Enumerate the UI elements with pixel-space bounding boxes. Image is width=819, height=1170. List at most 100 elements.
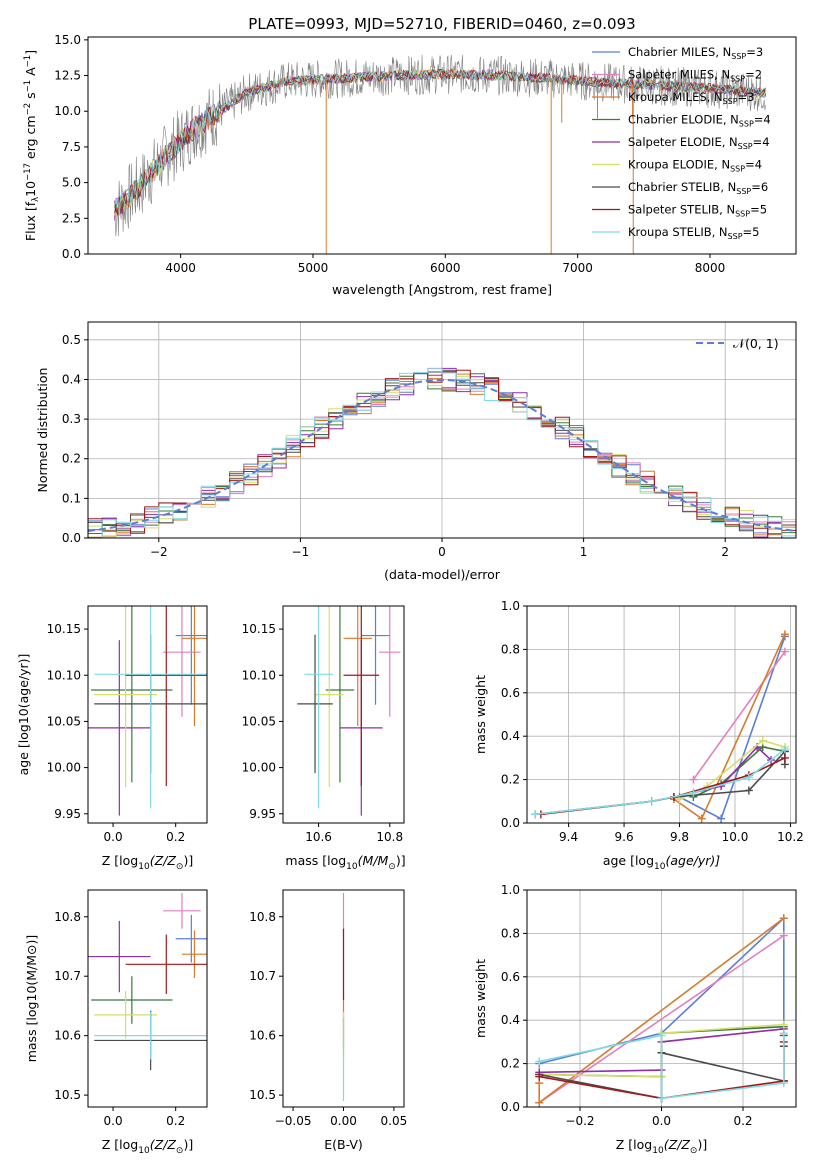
- x-axis-label: E(B-V): [324, 1137, 363, 1152]
- y-tick-label: 10.7: [249, 969, 276, 983]
- weight-marker: [657, 1031, 666, 1040]
- x-tick-label: 0.2: [166, 830, 185, 844]
- x-tick-label: 10.6: [305, 830, 332, 844]
- y-tick-label: 5.0: [62, 176, 81, 190]
- y-tick-label: 9.95: [54, 807, 81, 821]
- panel-mass-vs-metallicity: 0.0 0.2 10.5 10.6 10.7 10.8 Z [log10(Z/Z⊙)] mas…: [24, 889, 208, 1156]
- legend-entry: Salpeter MILES, NSSP=2: [628, 68, 762, 84]
- x-axis-label: Z [log10(Z/Z⊙)]: [102, 1137, 193, 1156]
- plot-area: [342, 892, 345, 1102]
- y-tick-label: 10.00: [242, 761, 276, 775]
- y-tick-label: 1.0: [501, 883, 520, 897]
- y-tick-label: 0.3: [62, 412, 81, 426]
- plot-area: [535, 914, 788, 1107]
- y-axis-label: mass weight: [473, 675, 488, 754]
- y-tick-label: 10.6: [249, 1029, 276, 1043]
- x-tick-label: 9.6: [615, 830, 634, 844]
- observed-spectrum: [114, 54, 766, 237]
- weight-marker: [780, 753, 789, 762]
- plot-area: [88, 367, 796, 538]
- weight-marker: [689, 788, 698, 797]
- y-tick-label: 12.5: [54, 69, 81, 83]
- y-tick-label: 0.1: [62, 491, 81, 505]
- weight-marker: [535, 1098, 544, 1107]
- x-tick-label: 7000: [562, 261, 593, 275]
- axes-frame: [87, 605, 208, 824]
- plot-area: [88, 892, 207, 1071]
- legend-entry: Kroupa MILES, NSSP=3: [628, 90, 754, 106]
- y-tick-label: 0.6: [501, 970, 520, 984]
- model-spectrum: [114, 68, 766, 216]
- y-tick-label: 10.05: [242, 714, 276, 728]
- axes-frame: [87, 36, 797, 255]
- y-axis-label: Normed distribution: [35, 368, 50, 493]
- x-tick-label: 0.0: [104, 830, 123, 844]
- y-tick-label: 10.00: [47, 761, 81, 775]
- y-tick-label: 0.0: [501, 816, 520, 830]
- plot-area: [297, 606, 401, 816]
- x-tick-label: 0.05: [381, 1114, 408, 1128]
- x-tick-label: 10.0: [722, 830, 749, 844]
- x-tick-label: 0.0: [104, 1114, 123, 1128]
- weight-marker: [535, 1057, 544, 1066]
- weight-series: [539, 1033, 785, 1100]
- x-axis-label: Z [log10(Z/Z⊙)]: [616, 1137, 707, 1156]
- x-axis-label: (data-model)/error: [384, 567, 501, 582]
- weight-marker: [779, 1079, 788, 1088]
- panel-spectrum: 4000 5000 6000 7000 8000 0.0 2.5 5.0 7.5 10.0 12.5…: [23, 33, 797, 297]
- x-tick-label: 10.2: [777, 830, 804, 844]
- y-tick-label: 9.95: [249, 807, 276, 821]
- legend-entry: Salpeter STELIB, NSSP=5: [628, 203, 767, 219]
- panel-age-vs-mass: 10.6 10.8 9.95 10.00 10.05 10.10 10.15 mass [lo…: [242, 605, 406, 872]
- y-tick-label: 0.2: [62, 452, 81, 466]
- legend: 𝒩(0, 1): [696, 336, 779, 351]
- weight-marker: [779, 1029, 788, 1038]
- y-axis-label: age [log10(age/yr)]: [16, 654, 31, 776]
- weight-marker: [697, 814, 706, 823]
- x-axis-label: age [log10(age/yr)]: [603, 853, 720, 872]
- y-tick-label: 10.8: [249, 910, 276, 924]
- y-tick-label: 0.5: [62, 333, 81, 347]
- y-tick-label: 0.0: [501, 1100, 520, 1114]
- y-tick-label: 0.2: [501, 773, 520, 787]
- y-tick-label: 0.4: [501, 1013, 520, 1027]
- y-tick-label: 0.2: [501, 1057, 520, 1071]
- x-tick-label: 0.00: [330, 1114, 357, 1128]
- panel-mass-vs-extinction: −0.05 0.00 0.05 10.5 10.6 10.7 10.8 E(B-V): [249, 889, 408, 1152]
- y-tick-label: 7.5: [62, 140, 81, 154]
- weight-marker: [780, 630, 789, 639]
- plot-area: [88, 606, 207, 816]
- x-tick-label: 0.0: [652, 1114, 671, 1128]
- x-axis-label: Z [log10(Z/Z⊙)]: [102, 853, 193, 872]
- weight-marker: [779, 931, 788, 940]
- y-tick-label: 10.15: [47, 622, 81, 636]
- weight-marker: [647, 797, 656, 806]
- x-tick-label: −1: [292, 545, 310, 559]
- y-tick-label: 0.6: [501, 686, 520, 700]
- panel-age-vs-metallicity: 0.0 0.2 9.95 10.00 10.05 10.10 10.15 Z [log10(Z…: [16, 605, 208, 872]
- weight-series: [692, 651, 786, 781]
- x-tick-label: 0: [438, 545, 446, 559]
- y-tick-label: 10.05: [47, 714, 81, 728]
- weight-series: [673, 633, 786, 820]
- weight-marker: [744, 786, 753, 795]
- y-tick-label: 10.7: [54, 969, 81, 983]
- y-tick-label: 0.4: [501, 729, 520, 743]
- normal-curve: [88, 378, 796, 533]
- y-tick-label: 1.0: [501, 599, 520, 613]
- x-tick-label: 5000: [298, 261, 329, 275]
- y-tick-label: 10.5: [54, 1088, 81, 1102]
- y-tick-label: 0.0: [62, 247, 81, 261]
- axes-frame: [282, 605, 405, 824]
- y-tick-label: 0.8: [501, 642, 520, 656]
- legend: Chabrier MILES, NSSP=3 Salpeter MILES, NS…: [592, 45, 771, 241]
- y-tick-label: 0.8: [501, 926, 520, 940]
- x-tick-label: 10.8: [376, 830, 403, 844]
- figure-title: PLATE=0993, MJD=52710, FIBERID=0460, z=0…: [248, 15, 635, 33]
- plot-area: [531, 630, 789, 823]
- x-tick-label: 2: [721, 545, 729, 559]
- legend-entry: 𝒩(0, 1): [733, 336, 779, 351]
- legend-entry: Chabrier ELODIE, NSSP=4: [628, 113, 771, 129]
- legend-entry: Kroupa ELODIE, NSSP=4: [628, 158, 762, 174]
